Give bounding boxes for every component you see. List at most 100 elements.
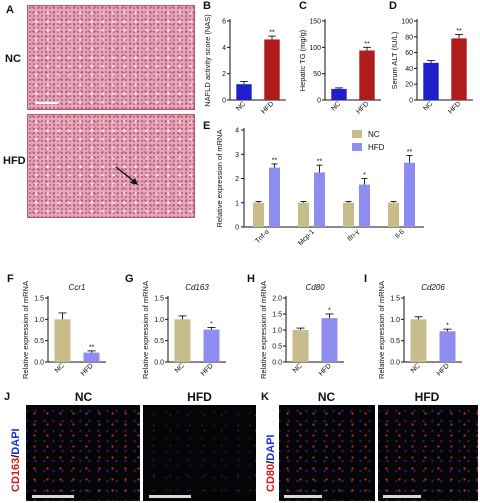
y-tick-label: 50	[313, 71, 321, 78]
y-tick-label: 6	[222, 19, 226, 26]
stain-marker-k: CD80	[265, 464, 277, 492]
y-tick-label: 1.0	[272, 328, 282, 335]
scale-bar	[36, 102, 58, 104]
stain-marker-j: CD163	[10, 458, 22, 492]
chart-title: Cd163	[185, 283, 209, 292]
scale-bar	[32, 495, 74, 498]
fluor-image-k-nc	[279, 405, 375, 501]
x-tick-label: NC	[54, 362, 66, 374]
bar-nc	[54, 319, 71, 362]
chart-ccr1: Relative expression of mRNA 0.0 0.5 1.0 1.5 C…	[21, 281, 106, 379]
legend-swatch-nc	[352, 130, 362, 138]
y-tick-label: 4	[222, 45, 226, 52]
x-tick-label: Il-6	[394, 228, 406, 240]
x-tick-label: HFD	[436, 362, 451, 377]
significance-mark: **	[364, 41, 370, 48]
significance-mark: **	[407, 149, 413, 156]
bar-nc	[410, 319, 427, 362]
y-axis-label: Relative expression of mRNA	[215, 130, 224, 228]
scale-bar	[383, 495, 421, 498]
y-tick-label: 3	[235, 152, 239, 159]
fluor-k-hfd-title: HFD	[414, 390, 440, 404]
bar-hfd	[439, 331, 456, 362]
bar-nc	[236, 84, 252, 100]
chart-nas: NAFLD activity score (NAS) 0 2 4 6 NC ** HFD	[203, 14, 286, 116]
stain-dapi-j: DAPI	[10, 428, 22, 454]
y-tick-label: 0	[409, 98, 413, 105]
bar-nc	[298, 202, 309, 227]
stain-dapi-k: DAPI	[265, 435, 277, 461]
panel-label-j: J	[4, 391, 11, 403]
x-tick-label: NC	[422, 100, 434, 112]
fluor-image-k-hfd	[378, 405, 478, 501]
y-tick-label: 1.5	[34, 296, 44, 303]
bar-nc	[331, 88, 347, 100]
y-tick-label: 80	[405, 34, 413, 41]
fluor-k-nc-title: NC	[317, 390, 336, 404]
y-tick-label: 0.5	[34, 338, 44, 345]
bar-nc	[292, 330, 309, 362]
x-tick-label: Ifn-γ	[346, 228, 361, 243]
x-tick-label: NC	[292, 362, 304, 374]
y-tick-label: 1.0	[154, 317, 164, 324]
svg-text:CD163/DAPI: CD163/DAPI	[10, 428, 22, 492]
panel-label-h: H	[247, 273, 255, 285]
fluor-image-j-hfd	[143, 405, 256, 501]
fluor-j-hfd-title: HFD	[187, 390, 212, 404]
x-tick-label: HFD	[80, 362, 95, 377]
x-tick-label: HFD	[318, 362, 333, 377]
bar-nc	[343, 202, 354, 227]
x-tick-label: NC	[330, 100, 342, 112]
svg-text:CD80/DAPI: CD80/DAPI	[265, 435, 277, 492]
y-tick-label: 1.5	[154, 296, 164, 303]
panel-label-e: E	[203, 120, 211, 132]
bar-nc	[253, 202, 264, 227]
bar-nc	[423, 62, 439, 100]
chart-hepatic-tg: Hepatic TG (mg/g) 0 50 100 150 NC ** HFD	[298, 19, 381, 116]
legend-label-nc: NC	[368, 130, 380, 139]
bar-hfd	[203, 329, 220, 362]
y-tick-label: 100	[401, 19, 413, 26]
y-tick-label: 20	[405, 82, 413, 89]
y-tick-label: 1.5	[390, 296, 400, 303]
y-axis-label: Relative expression of mRNA	[141, 281, 150, 379]
he-image-nc	[27, 5, 195, 110]
y-tick-label: 4	[235, 128, 239, 135]
significance-mark: *	[446, 323, 449, 330]
significance-mark: **	[272, 157, 278, 164]
y-tick-label: 2	[222, 71, 226, 78]
y-tick-label: 0.5	[272, 344, 282, 351]
chart-title: Cd80	[305, 283, 325, 292]
histology-hfd-label: HFD	[3, 155, 26, 167]
x-tick-label: HFD	[447, 100, 462, 115]
arrow-icon	[115, 166, 138, 185]
y-tick-label: 150	[309, 19, 321, 26]
y-tick-label: 0.0	[34, 360, 44, 367]
stain-sep-j: /	[10, 455, 22, 458]
chart-cd163: Relative expression of mRNA 0.0 0.5 1.0 1.5 C…	[141, 281, 226, 379]
y-tick-label: 0.0	[390, 360, 400, 367]
x-tick-label: HFD	[260, 100, 275, 115]
y-axis-label: Serum ALT (IU/L)	[390, 31, 399, 89]
bar-hfd	[359, 184, 370, 227]
significance-mark: **	[317, 159, 323, 166]
panel-label-c: C	[299, 0, 307, 12]
y-tick-label: 2	[235, 176, 239, 183]
bar-hfd	[83, 352, 100, 362]
x-tick-label: NC	[174, 362, 186, 374]
bar-hfd	[321, 318, 338, 362]
y-tick-label: 0.0	[154, 360, 164, 367]
chart-cd80: Relative expression of mRNA 0.0 0.5 1.0 1.5 2…	[259, 281, 344, 379]
x-tick-label: NC	[410, 362, 422, 374]
y-tick-label: 2.0	[272, 296, 282, 303]
y-tick-label: 0	[317, 98, 321, 105]
chart-inflammatory-mrna: Relative expression of mRNA 0 1 2 3 4 ** Tnf-α *…	[215, 128, 424, 247]
y-axis-label: Hepatic TG (mg/g)	[298, 29, 307, 91]
legend-label-hfd: HFD	[368, 143, 385, 152]
histology-nc-label: NC	[5, 53, 21, 65]
fluor-j-nc-title: NC	[74, 390, 93, 404]
y-tick-label: 0.0	[272, 360, 282, 367]
significance-mark: **	[89, 344, 95, 351]
bar-hfd	[269, 167, 280, 227]
stain-label-k: CD80/DAPI	[265, 435, 277, 492]
